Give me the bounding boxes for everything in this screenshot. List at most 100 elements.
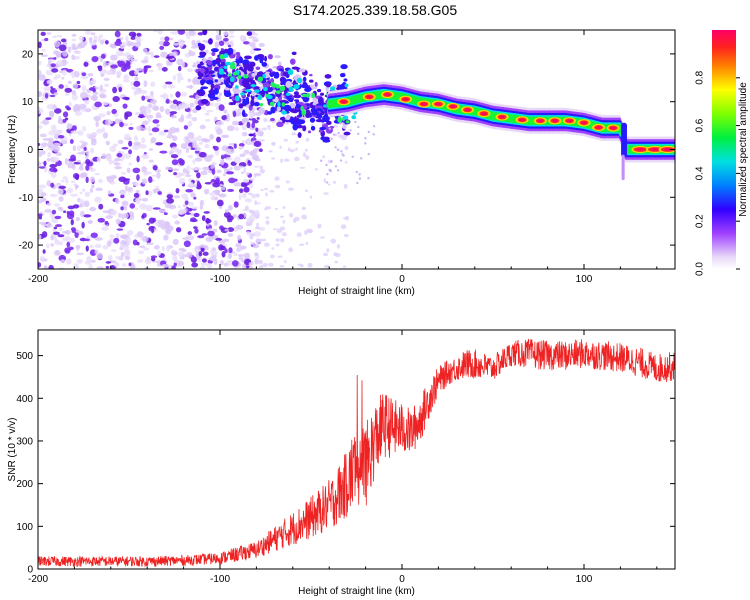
ridge-turbulence: [205, 60, 212, 64]
noise-blob: [84, 238, 90, 242]
noise-dot: [337, 131, 340, 135]
noise-blob: [68, 210, 75, 217]
snr-axes: -200 -100 0 100 0 100 200 300 400 500 Height of st…: [7, 329, 676, 597]
noise-blob: [113, 162, 121, 166]
noise-blob: [190, 167, 198, 171]
noise-blob: [96, 252, 104, 260]
noise-blob: [110, 64, 118, 69]
ridge-turbulence: [232, 87, 240, 94]
noise-blob: [226, 215, 234, 221]
ridge-turbulence: [285, 114, 291, 121]
ridge-turbulence: [264, 55, 268, 62]
noise-blob: [78, 199, 85, 204]
noise-blob: [301, 214, 307, 220]
noise-blob: [94, 237, 103, 241]
noise-blob: [249, 115, 253, 120]
noise-blob: [58, 44, 67, 52]
ridge-turbulence: [210, 74, 216, 77]
noise-blob: [253, 165, 260, 169]
noise-blob: [38, 91, 41, 97]
noise-blob: [75, 51, 81, 55]
noise-blob: [64, 247, 71, 254]
noise-blob: [79, 103, 87, 110]
noise-blob: [136, 174, 140, 181]
noise-dot: [341, 153, 344, 156]
noise-blob: [215, 237, 223, 241]
noise-blob: [48, 130, 56, 136]
noise-blob: [67, 205, 75, 210]
noise-blob: [187, 146, 192, 151]
noise-blob: [345, 215, 349, 221]
noise-blob: [253, 140, 262, 148]
noise-blob: [172, 238, 179, 246]
noise-blob: [142, 47, 148, 54]
noise-blob: [238, 255, 243, 261]
noise-blob: [115, 50, 123, 57]
hotspot-peak: [610, 126, 616, 130]
noise-blob: [75, 184, 80, 189]
noise-blob: [105, 140, 111, 146]
noise-blob: [85, 245, 89, 252]
noise-blob: [299, 166, 306, 169]
noise-blob: [99, 84, 104, 91]
noise-blob: [126, 167, 131, 174]
noise-dot: [339, 159, 343, 162]
ridge-turbulence: [207, 56, 213, 62]
noise-blob: [156, 172, 161, 179]
noise-blob: [127, 186, 133, 192]
noise-blob: [173, 171, 178, 176]
ridge-turbulence: [309, 117, 316, 123]
noise-blob: [191, 262, 199, 268]
noise-blob: [112, 95, 120, 103]
noise-blob: [200, 106, 207, 110]
noise-blob: [102, 101, 109, 106]
noise-blob: [233, 201, 239, 208]
noise-blob: [114, 118, 120, 124]
noise-blob: [188, 201, 194, 207]
noise-blob: [142, 127, 147, 131]
noise-blob: [342, 265, 347, 268]
noise-dot: [354, 120, 357, 124]
noise-blob: [244, 198, 253, 203]
noise-blob: [100, 73, 105, 77]
hotspot-peak: [465, 108, 470, 112]
noise-blob: [124, 185, 129, 192]
ridge-turbulence: [244, 55, 252, 60]
noise-blob: [249, 182, 254, 189]
noise-blob: [176, 58, 184, 66]
noise-blob: [182, 103, 190, 109]
noise-blob: [157, 191, 162, 195]
ridge-turbulence: [280, 99, 288, 103]
noise-blob: [157, 30, 163, 35]
noise-blob: [213, 258, 218, 265]
noise-blob: [50, 243, 55, 247]
ridge-turbulence: [205, 79, 214, 85]
ridge-speckle: [223, 53, 229, 58]
noise-blob: [135, 37, 142, 43]
noise-blob: [46, 180, 51, 187]
snr-ylabel: SNR (10 * v/v): [7, 418, 18, 482]
noise-blob: [148, 132, 153, 136]
hotspot-peak: [581, 121, 587, 124]
noise-blob: [83, 200, 90, 208]
noise-dot: [349, 129, 352, 132]
noise-blob: [238, 188, 244, 194]
noise-blob: [161, 66, 168, 72]
noise-blob: [121, 213, 125, 220]
noise-blob: [52, 231, 60, 235]
noise-blob: [244, 205, 249, 211]
ridge-speckle: [245, 89, 252, 93]
noise-blob: [77, 130, 84, 136]
noise-blob: [75, 173, 80, 181]
noise-blob: [166, 197, 175, 204]
noise-blob: [277, 119, 281, 122]
noise-blob: [218, 104, 225, 111]
ridge-turbulence: [298, 68, 306, 73]
spectrogram-ridge: [326, 81, 675, 181]
noise-blob: [252, 244, 260, 249]
hotspot-peak: [366, 95, 372, 99]
noise-blob: [209, 192, 217, 197]
noise-blob: [83, 146, 87, 151]
ridge-speckle: [257, 94, 263, 100]
hotspot-peak: [421, 102, 427, 106]
